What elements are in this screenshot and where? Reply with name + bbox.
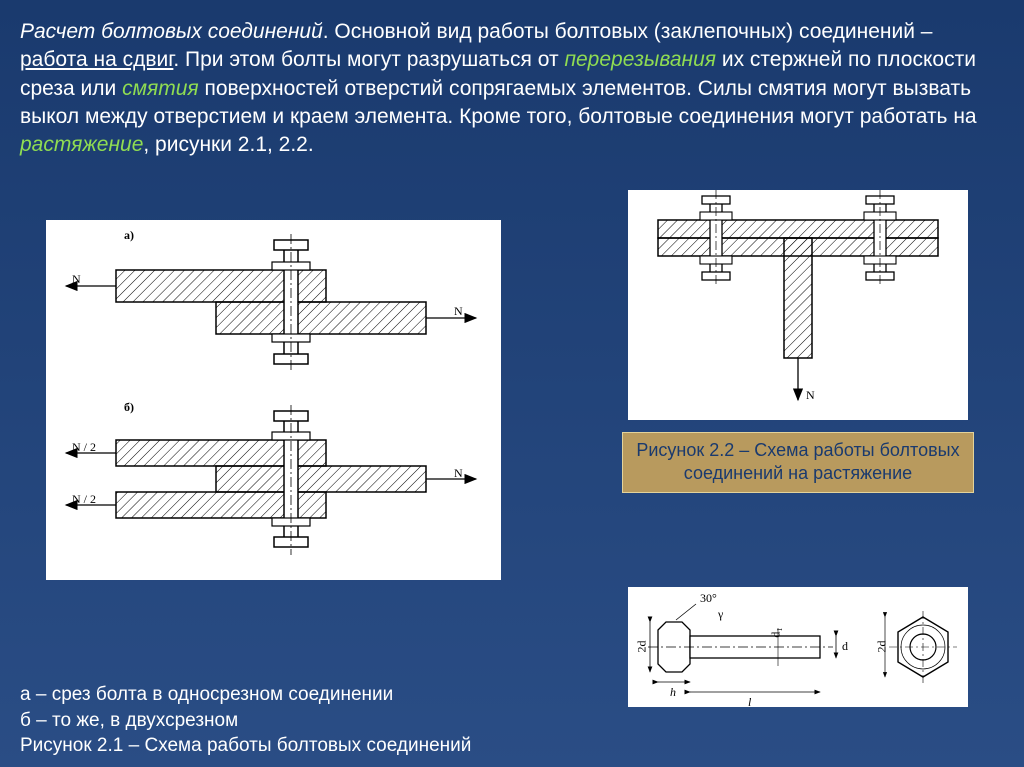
figure-bolt-svg (628, 587, 968, 707)
label-b: б) (124, 400, 134, 415)
dim-2d-1: 2d (635, 641, 650, 653)
dim-l: l (748, 695, 751, 710)
force-n-3: N (454, 466, 463, 481)
figure-2-1-svg (46, 220, 501, 580)
dim-gamma: γ (718, 607, 723, 622)
dim-angle: 30° (700, 591, 717, 606)
figure-bolt: 30° γ 2d 2d d₁ d h l (628, 587, 968, 707)
force-n-2: N (454, 304, 463, 319)
body-1a: . Основной вид работы болтовых (заклепоч… (323, 20, 933, 43)
body-1b: . При этом болты могут разрушаться от (173, 48, 564, 71)
em-shear: перерезывания (564, 48, 716, 71)
em-tension: растяжение (20, 133, 143, 156)
label-a: а) (124, 228, 134, 243)
caption-2-1-b: б – то же, в двухсрезном (20, 708, 471, 734)
force-nhalf-1: N / 2 (72, 440, 96, 455)
slide: Расчет болтовых соединений. Основной вид… (0, 0, 1024, 767)
caption-2-1-c: Рисунок 2.1 – Схема работы болтовых соед… (20, 733, 471, 759)
force-nhalf-2: N / 2 (72, 492, 96, 507)
body-underline: работа на сдвиг (20, 48, 173, 71)
caption-2-2-line1: Рисунок 2.2 – Схема работы болтовых (627, 439, 969, 462)
figures-area: а) б) N N N / 2 N / 2 N (20, 210, 1004, 757)
em-crush: смятия (122, 77, 199, 100)
dim-h: h (670, 685, 676, 700)
body-1e: , рисунки 2.1, 2.2. (143, 133, 313, 156)
figure-2-2: N (628, 190, 968, 420)
caption-2-2: Рисунок 2.2 – Схема работы болтовых соед… (622, 432, 974, 493)
title: Расчет болтовых соединений (20, 20, 323, 43)
dim-d: d (842, 639, 848, 654)
figure-2-2-svg (628, 190, 968, 420)
dim-d1: d₁ (769, 627, 784, 637)
caption-2-2-line2: соединений на растяжение (627, 462, 969, 485)
caption-2-1: а – срез болта в односрезном соединении … (20, 682, 471, 759)
force-n-tension: N (806, 388, 815, 403)
caption-2-1-a: а – срез болта в односрезном соединении (20, 682, 471, 708)
force-n-1: N (72, 272, 81, 287)
dim-2d-2: 2d (875, 641, 890, 653)
figure-2-1: а) б) N N N / 2 N / 2 N (46, 220, 501, 580)
body-paragraph: Расчет болтовых соединений. Основной вид… (20, 18, 1004, 160)
